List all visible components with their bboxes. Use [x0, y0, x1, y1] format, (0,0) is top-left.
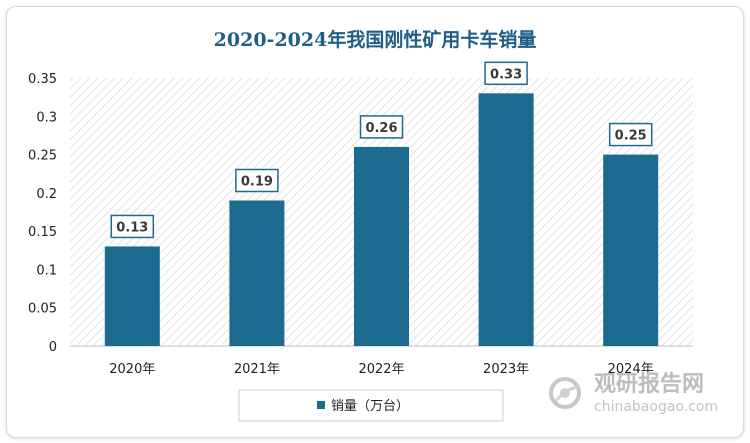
watermark-logo-icon [549, 377, 581, 409]
bar [229, 200, 285, 346]
bars-group [104, 93, 659, 346]
x-axis-categories: 2020年 2021年 2022年 2023年 2024年 [109, 362, 653, 377]
x-tick-label: 2020年 [109, 362, 155, 377]
bar [603, 154, 659, 346]
legend: 销量（万台） [238, 389, 504, 422]
watermark-url: chinabaogao.com [594, 399, 718, 415]
data-label-box [110, 214, 155, 239]
chart-title: 2020-2024年我国刚性矿用卡车销量 [214, 28, 537, 51]
x-tick-label: 2023年 [483, 362, 529, 377]
legend-swatch [317, 401, 325, 409]
y-tick-label: 0.35 [28, 72, 57, 87]
watermark-brand: 观研报告网 [594, 372, 704, 397]
y-tick-label: 0.1 [36, 263, 57, 278]
bar [478, 93, 534, 346]
data-label-box [608, 122, 653, 147]
y-tick-label: 0.25 [28, 149, 57, 164]
data-labels-group: 0.13 0.19 0.26 0.33 0.25 [110, 61, 653, 239]
legend-label: 销量（万台） [331, 399, 409, 414]
y-tick-label: 0 [49, 340, 57, 355]
bar [354, 146, 409, 346]
y-tick-label: 0.15 [28, 225, 57, 240]
y-tick-label: 0.3 [36, 110, 57, 125]
x-tick-label: 2024年 [608, 362, 654, 377]
bar [104, 246, 160, 346]
x-tick-label: 2021年 [234, 362, 280, 377]
data-label: 0.13 [116, 220, 148, 235]
data-label-box [235, 168, 279, 193]
y-tick-label: 0.2 [36, 187, 57, 202]
chart-frame: 2020-2024年我国刚性矿用卡车销量 0 0.05 0.1 0.15 0.2 0.25… [6, 6, 744, 438]
bar-chart: 2020-2024年我国刚性矿用卡车销量 0 0.05 0.1 0.15 0.2 0.25… [28, 28, 718, 422]
data-label: 0.19 [241, 175, 273, 190]
y-axis-ticks: 0 0.05 0.1 0.15 0.2 0.25 0.3 0.35 [28, 72, 57, 355]
watermark: 观研报告网 chinabaogao.com [549, 372, 718, 415]
y-tick-label: 0.05 [28, 302, 57, 317]
x-tick-label: 2022年 [358, 362, 404, 377]
data-label: 0.26 [365, 121, 397, 136]
data-label-box [484, 61, 528, 86]
data-label: 0.33 [490, 67, 522, 82]
data-label: 0.25 [615, 129, 647, 144]
legend-box [238, 389, 504, 422]
data-label-box [359, 115, 404, 139]
